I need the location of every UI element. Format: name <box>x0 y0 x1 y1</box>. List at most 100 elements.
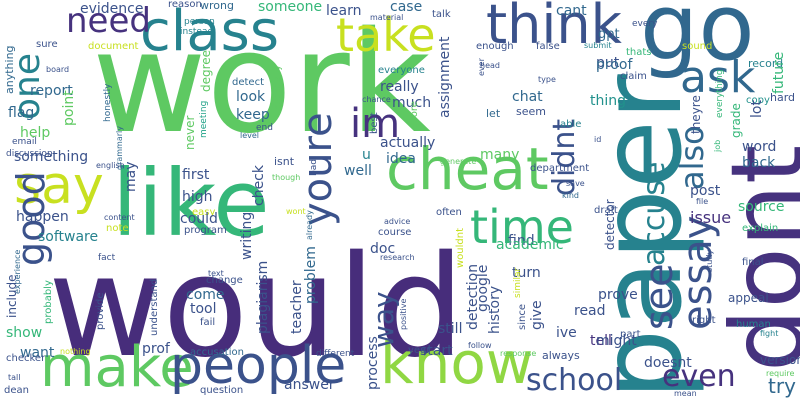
cloud-word: bad <box>309 159 319 176</box>
cloud-word: back <box>742 155 776 171</box>
cloud-word: thing <box>590 93 627 109</box>
cloud-word: im <box>350 101 401 147</box>
cloud-word: academic <box>496 237 564 253</box>
cloud-word: discussion <box>6 149 53 159</box>
cloud-word: plagiarism <box>255 260 271 334</box>
cloud-word: course <box>378 227 412 238</box>
cloud-word: tall <box>8 373 21 382</box>
cloud-word: able <box>560 119 582 130</box>
cloud-word: probably <box>43 280 54 324</box>
cloud-word: case <box>390 0 423 15</box>
cloud-word: final <box>742 257 764 268</box>
cloud-word: reason <box>168 0 202 10</box>
cloud-word: often <box>436 207 462 218</box>
cloud-word: material <box>370 13 404 22</box>
cloud-word: future <box>771 51 787 94</box>
cloud-word: prove <box>598 287 638 303</box>
cloud-word: might <box>596 333 637 349</box>
cloud-word: anything <box>3 45 16 94</box>
cloud-word: help <box>20 125 51 141</box>
cloud-word: honestly <box>103 83 113 123</box>
cloud-word: assignment <box>437 36 453 118</box>
cloud-word: ive <box>556 325 577 341</box>
cloud-word: level <box>240 131 260 140</box>
cloud-word: save <box>566 179 585 188</box>
cloud-word: check <box>251 165 267 206</box>
cloud-word: every <box>632 19 658 29</box>
cloud-word: positive <box>399 298 408 330</box>
cloud-word: dean <box>4 385 29 396</box>
cloud-word: record <box>748 57 784 70</box>
cloud-word: always <box>542 349 580 362</box>
cloud-word: make <box>40 335 194 400</box>
cloud-word: doc <box>370 241 396 257</box>
cloud-word: even <box>662 359 736 394</box>
cloud-word: appeal <box>728 291 769 305</box>
cloud-word: lot <box>749 100 765 118</box>
cloud-word: department <box>530 163 590 174</box>
cloud-word: everything <box>715 69 725 118</box>
cloud-word: though <box>272 173 301 182</box>
cloud-word: id <box>594 135 602 144</box>
cloud-word: think <box>486 0 622 56</box>
cloud-word: flag <box>8 105 35 121</box>
cloud-word: time <box>470 200 574 254</box>
cloud-word: research <box>380 253 415 262</box>
cloud-word: like <box>112 150 270 257</box>
cloud-word: something <box>14 149 89 165</box>
cloud-word: accusation <box>190 347 244 358</box>
cloud-word: enough <box>476 41 514 52</box>
cloud-word: since <box>517 304 528 330</box>
cloud-word: still <box>438 321 463 337</box>
cloud-word: learn <box>326 3 362 19</box>
cloud-word: explain <box>742 223 779 234</box>
cloud-word: year <box>408 345 431 356</box>
cloud-word: version <box>760 353 800 367</box>
cloud-word: type <box>538 75 556 84</box>
cloud-word: take <box>336 8 436 62</box>
cloud-word: detect <box>232 77 264 88</box>
cloud-word: claim <box>620 71 647 82</box>
cloud-word: keep <box>236 107 270 123</box>
cloud-word: wrong <box>200 0 234 12</box>
cloud-word: really <box>380 79 419 95</box>
cloud-word: note <box>106 223 129 234</box>
cloud-word: come <box>186 287 225 303</box>
cloud-word: cheat <box>386 135 549 203</box>
cloud-word: english <box>96 161 125 170</box>
cloud-word: look <box>236 89 266 105</box>
cloud-word: may <box>123 161 139 192</box>
cloud-word: try <box>768 374 796 398</box>
cloud-word: someone <box>258 0 323 15</box>
cloud-word: talk <box>432 9 451 20</box>
cloud-word: false <box>536 41 560 52</box>
cloud-word: wont <box>286 207 306 216</box>
cloud-word: source <box>738 199 785 215</box>
cloud-word: prof <box>142 341 170 357</box>
cloud-word: school <box>526 363 623 398</box>
cloud-word: u <box>362 147 371 163</box>
cloud-word: never <box>183 115 197 150</box>
cloud-word: actually <box>380 135 436 151</box>
cloud-word: change <box>206 275 243 286</box>
cloud-word: fact <box>98 253 116 263</box>
cloud-word: content <box>104 213 135 222</box>
cloud-word: answer <box>284 377 335 393</box>
cloud-word: need <box>66 1 151 41</box>
cloud-word: right <box>692 315 716 326</box>
cloud-word: chat <box>512 89 543 105</box>
cloud-word: draft <box>594 205 618 216</box>
cloud-word: mean <box>674 389 697 398</box>
cloud-word: follow <box>468 341 492 350</box>
cloud-word: program <box>184 225 227 236</box>
cloud-word: provide <box>95 292 106 330</box>
cloud-word: teacher <box>289 280 305 334</box>
cloud-word: similar <box>513 267 523 298</box>
cloud-word: happen <box>16 209 69 225</box>
cloud-word: well <box>344 163 372 179</box>
cloud-word: best <box>369 112 380 134</box>
cloud-word: gpt <box>598 27 620 42</box>
cloud-word: head <box>480 61 500 70</box>
cloud-word: file <box>696 197 709 206</box>
cloud-word: human <box>736 319 771 330</box>
